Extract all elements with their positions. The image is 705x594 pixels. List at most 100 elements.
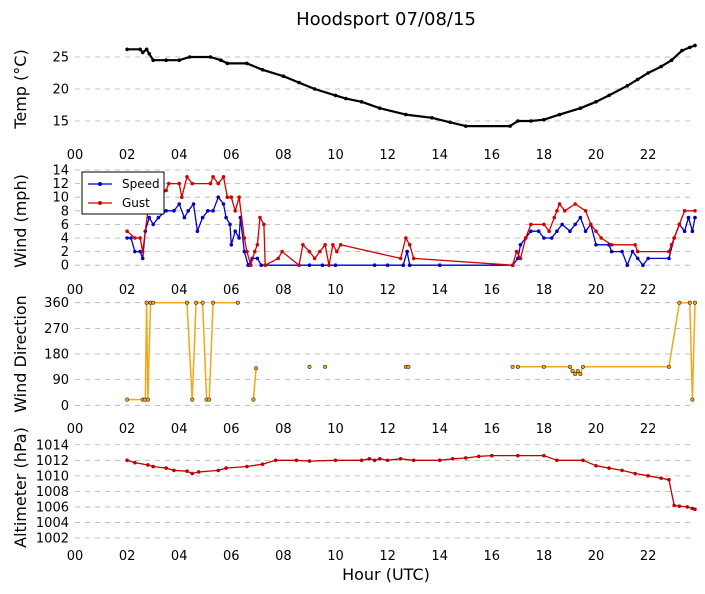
data-point xyxy=(276,256,280,261)
y-tick-label: 1014 xyxy=(36,438,69,453)
data-point xyxy=(404,236,408,240)
data-point xyxy=(516,119,520,123)
x-tick-label: 12 xyxy=(379,148,396,163)
data-point xyxy=(187,55,192,59)
data-point xyxy=(147,215,152,220)
data-point xyxy=(129,236,133,240)
data-point xyxy=(301,243,305,247)
x-tick-label: 00 xyxy=(67,549,84,564)
data-point xyxy=(164,58,168,62)
data-point xyxy=(385,263,390,268)
data-point xyxy=(242,236,247,240)
data-point xyxy=(685,505,689,509)
data-point xyxy=(568,229,572,233)
x-tick-label: 20 xyxy=(588,422,605,437)
data-point xyxy=(125,236,129,240)
data-point xyxy=(633,471,637,476)
data-point xyxy=(151,464,155,469)
data-point xyxy=(138,249,142,254)
x-tick-label: 08 xyxy=(275,549,292,564)
x-tick-label: 22 xyxy=(640,283,657,298)
legend-label: Speed xyxy=(122,177,160,191)
data-point xyxy=(312,87,317,91)
data-point xyxy=(578,371,583,377)
data-point xyxy=(599,236,604,240)
data-point xyxy=(206,209,210,213)
data-point xyxy=(508,124,512,128)
data-point xyxy=(690,397,695,402)
y-tick-label: 270 xyxy=(44,322,69,337)
data-point xyxy=(229,243,234,247)
data-point xyxy=(233,209,238,213)
data-point xyxy=(377,106,382,110)
data-point xyxy=(208,55,213,59)
data-point xyxy=(140,50,145,55)
data-point xyxy=(669,243,674,247)
y-tick-label: 360 xyxy=(44,296,69,311)
data-point xyxy=(164,466,168,470)
data-point xyxy=(133,460,137,465)
data-point xyxy=(259,263,264,268)
data-point xyxy=(196,470,201,474)
data-point xyxy=(607,93,611,98)
data-point xyxy=(659,64,663,69)
x-tick-label: 22 xyxy=(640,148,657,163)
y-tick-label: 15 xyxy=(52,115,69,130)
x-tick-label: 02 xyxy=(119,549,136,564)
data-point xyxy=(541,364,546,369)
x-tick-label: 04 xyxy=(171,283,188,298)
data-point xyxy=(555,458,559,463)
data-point xyxy=(245,464,249,469)
data-point xyxy=(260,68,265,72)
x-tick-label: 00 xyxy=(67,148,84,163)
series-line xyxy=(127,301,238,401)
legend-marker xyxy=(98,201,102,205)
data-point xyxy=(185,469,189,473)
y-tick-label: 4 xyxy=(61,232,69,247)
data-point xyxy=(625,263,630,268)
data-point xyxy=(659,476,663,480)
data-point xyxy=(280,249,284,254)
data-point xyxy=(372,263,377,268)
data-point xyxy=(630,249,635,254)
x-tick-label: 00 xyxy=(67,283,84,298)
legend-marker xyxy=(98,182,102,186)
x-tick-label: 12 xyxy=(379,283,396,298)
data-point xyxy=(224,215,228,220)
data-point xyxy=(516,256,520,261)
series-line xyxy=(127,196,696,266)
data-point xyxy=(208,181,213,186)
data-point xyxy=(145,397,150,402)
data-point xyxy=(207,397,212,402)
data-point xyxy=(687,300,692,305)
x-tick-label: 20 xyxy=(588,549,605,564)
data-point xyxy=(138,47,142,52)
data-point xyxy=(677,300,682,305)
data-point xyxy=(249,263,253,268)
data-point xyxy=(125,397,130,402)
data-point xyxy=(133,249,137,254)
data-point xyxy=(398,456,403,461)
data-point xyxy=(323,243,327,247)
data-point xyxy=(672,236,676,240)
y-axis-label: Temp (°C) xyxy=(11,49,30,129)
y-tick-label: 0 xyxy=(61,259,69,274)
x-tick-label: 06 xyxy=(223,148,240,163)
x-tick-label: 02 xyxy=(119,283,136,298)
data-point xyxy=(221,202,226,206)
data-point xyxy=(151,222,155,227)
data-point xyxy=(646,71,650,75)
data-point xyxy=(570,369,575,374)
data-point xyxy=(172,468,176,473)
data-point xyxy=(476,454,481,459)
series-line xyxy=(517,301,696,401)
data-point xyxy=(320,263,325,268)
x-tick-label: 18 xyxy=(536,422,553,437)
x-tick-label: 18 xyxy=(536,148,553,163)
data-point xyxy=(490,453,494,458)
data-point xyxy=(536,229,541,233)
data-point xyxy=(411,458,416,463)
data-point xyxy=(191,202,196,206)
data-point xyxy=(516,453,520,458)
x-tick-label: 22 xyxy=(640,422,657,437)
